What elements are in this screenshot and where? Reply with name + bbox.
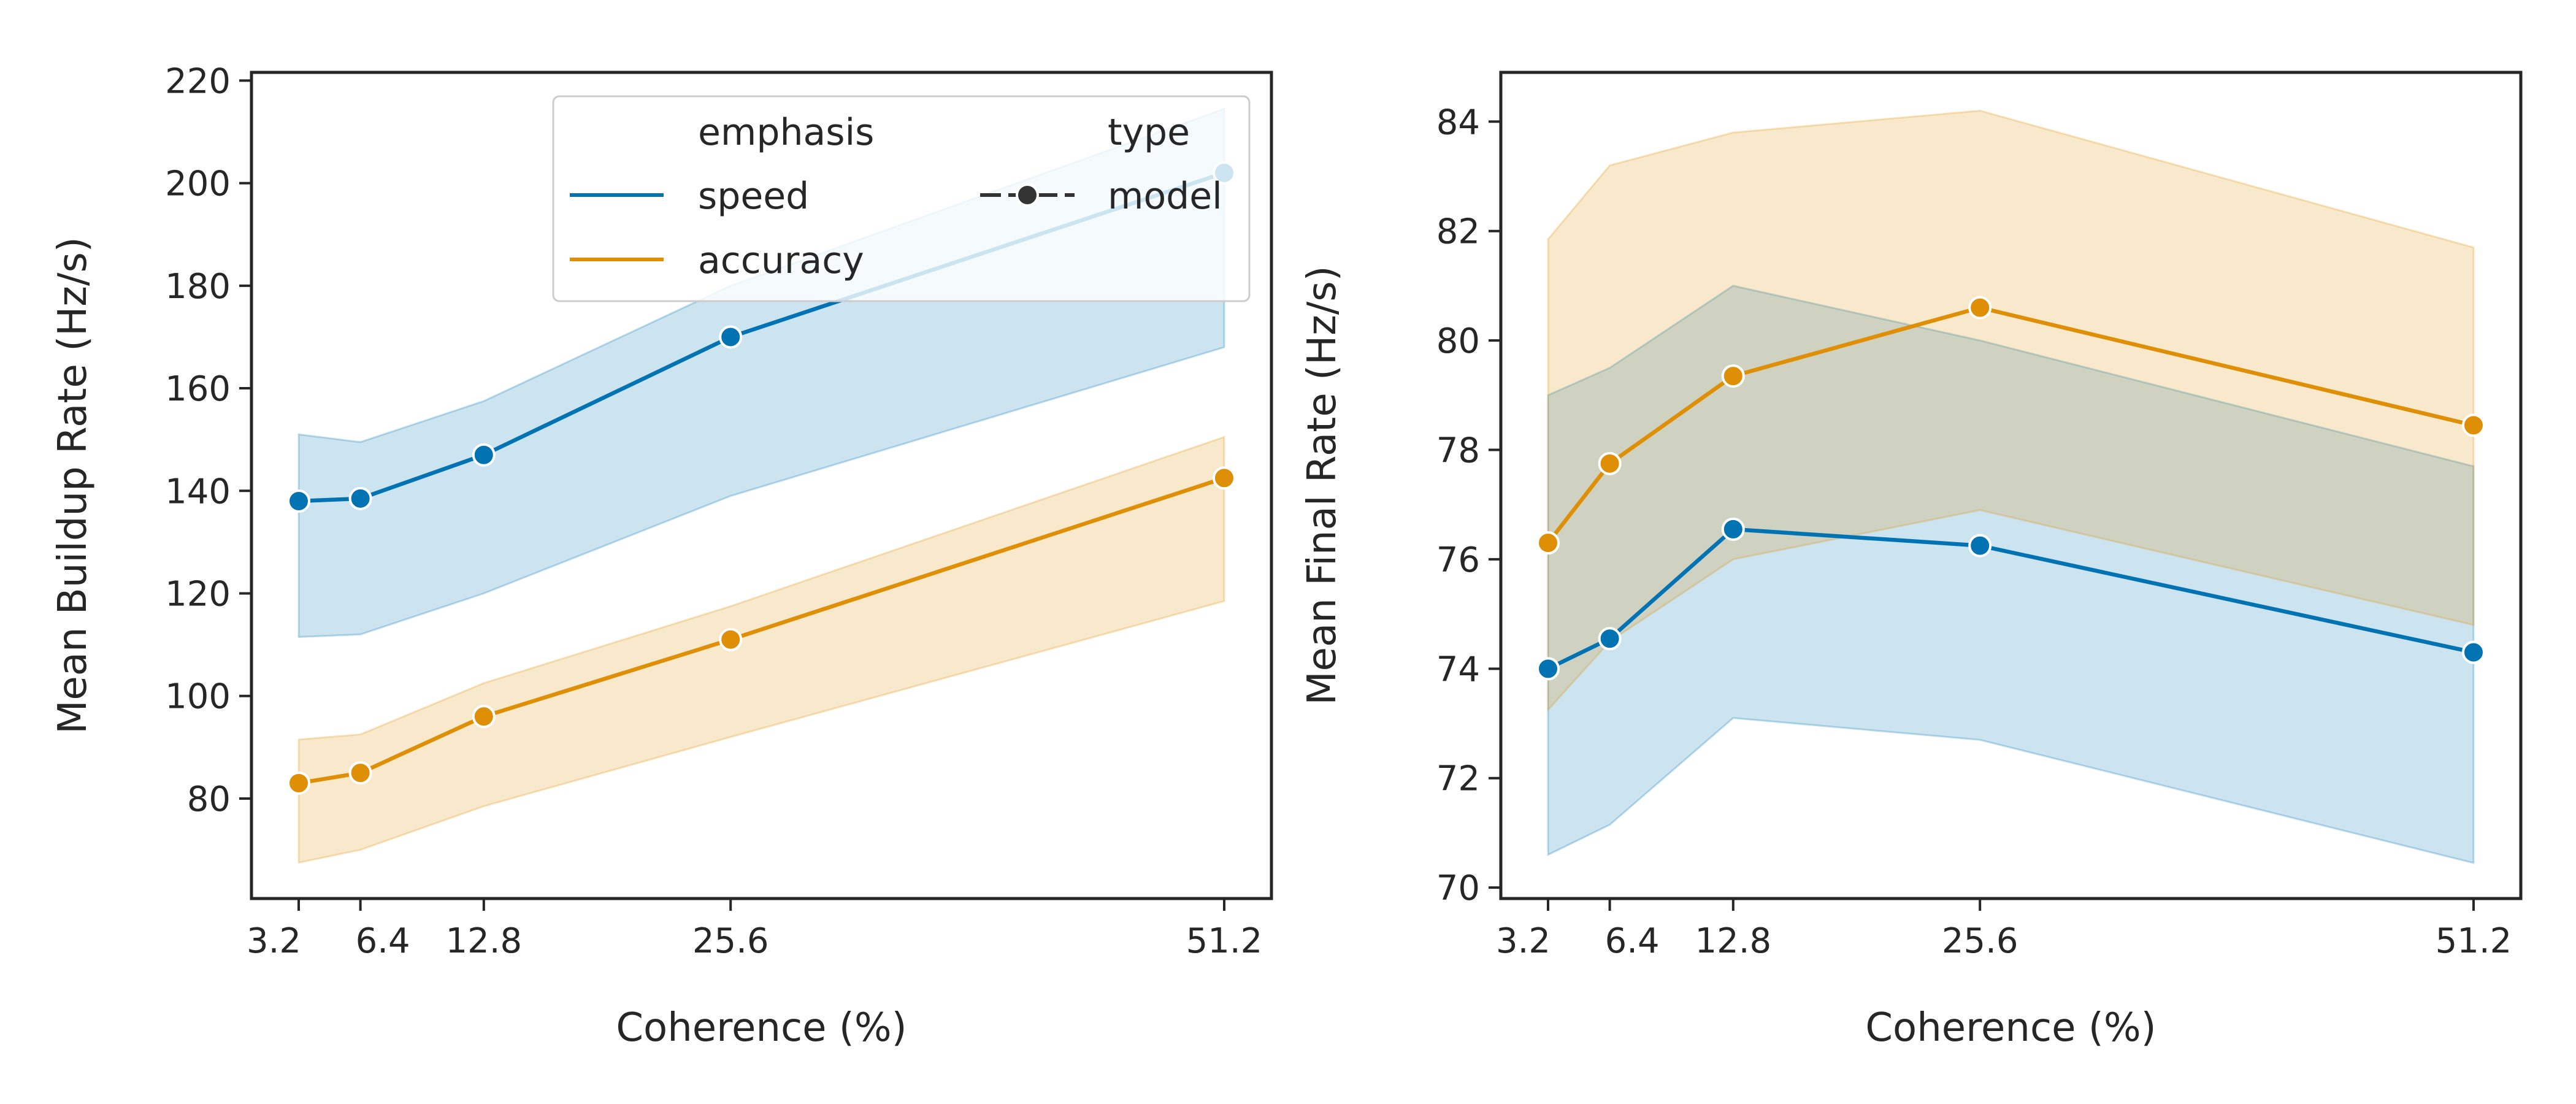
data-point-speed	[719, 325, 743, 349]
data-point-accuracy	[1968, 296, 1992, 320]
y-tick-label: 70	[1436, 868, 1480, 908]
x-tick-label: 3.2	[1496, 921, 1551, 961]
x-tick-label: 51.2	[1186, 921, 1263, 961]
y-tick-label: 180	[165, 267, 231, 307]
y-tick-label: 82	[1436, 212, 1480, 252]
x-tick-label: 6.4	[356, 921, 410, 961]
ci-band-accuracy	[1547, 109, 2475, 713]
x-axis-label: Coherence (%)	[1865, 1005, 2156, 1051]
data-point-accuracy	[348, 761, 372, 785]
data-point-accuracy	[472, 705, 496, 729]
legend-label-accuracy: accuracy	[698, 239, 864, 282]
data-point-speed	[287, 489, 311, 513]
data-point-speed	[1721, 517, 1745, 541]
data-point-speed	[1536, 657, 1560, 681]
y-tick-label: 84	[1436, 102, 1480, 142]
plot-frame	[250, 71, 1273, 900]
x-tick-label: 3.2	[247, 921, 301, 961]
legend-title-emphasis: emphasis	[698, 111, 874, 154]
x-axis-label: Coherence (%)	[616, 1005, 907, 1051]
y-tick-label: 200	[165, 164, 231, 204]
chart-legend: emphasis speed accuracy type model	[552, 95, 1251, 302]
data-point-accuracy	[719, 627, 743, 651]
y-axis-label: Mean Buildup Rate (Hz/s)	[50, 237, 96, 734]
data-point-accuracy	[1721, 364, 1745, 388]
legend-label-model: model	[1108, 175, 1222, 218]
data-point-speed	[2461, 640, 2485, 664]
y-tick-label: 140	[165, 472, 231, 512]
x-tick-label: 12.8	[1695, 921, 1771, 961]
y-tick-label: 100	[165, 677, 231, 717]
final-rate-chart: 3.2 6.4 12.8 25.6 51.2 70 72 74 76 78 80 82 84 Cohere…	[1300, 71, 2523, 1051]
x-tick-label: 12.8	[445, 921, 522, 961]
y-axis-label: Mean Final Rate (Hz/s)	[1300, 266, 1345, 705]
ci-band-accuracy	[297, 435, 1225, 864]
y-tick-label: 160	[165, 369, 231, 409]
y-tick-label: 120	[165, 575, 231, 615]
x-tick-label: 25.6	[692, 921, 769, 961]
data-point-accuracy	[2461, 413, 2485, 437]
ci-band-speed	[1547, 285, 2475, 864]
plot-frame	[1499, 71, 2523, 900]
legend-box	[552, 95, 1251, 302]
x-tick-label: 6.4	[1605, 921, 1660, 961]
y-tick-label: 220	[165, 61, 231, 101]
y-tick-label: 74	[1436, 650, 1480, 689]
data-point-accuracy	[1212, 466, 1236, 490]
y-tick-label: 76	[1436, 540, 1480, 580]
x-tick-label: 51.2	[2436, 921, 2512, 961]
legend-label-speed: speed	[698, 175, 809, 218]
y-tick-label: 72	[1436, 759, 1480, 799]
data-point-speed	[472, 443, 496, 467]
data-point-accuracy	[287, 771, 311, 795]
data-point-speed	[1598, 627, 1622, 651]
legend-title-type: type	[1108, 111, 1190, 154]
data-point-speed	[1968, 534, 1992, 558]
data-point-speed	[348, 486, 372, 510]
y-tick-label: 80	[1436, 321, 1480, 361]
y-tick-label: 78	[1436, 431, 1480, 471]
x-tick-label: 25.6	[1942, 921, 2018, 961]
data-point-accuracy	[1536, 531, 1560, 555]
legend-model-marker	[1016, 183, 1039, 207]
y-tick-label: 80	[187, 780, 231, 819]
data-point-accuracy	[1598, 451, 1622, 475]
